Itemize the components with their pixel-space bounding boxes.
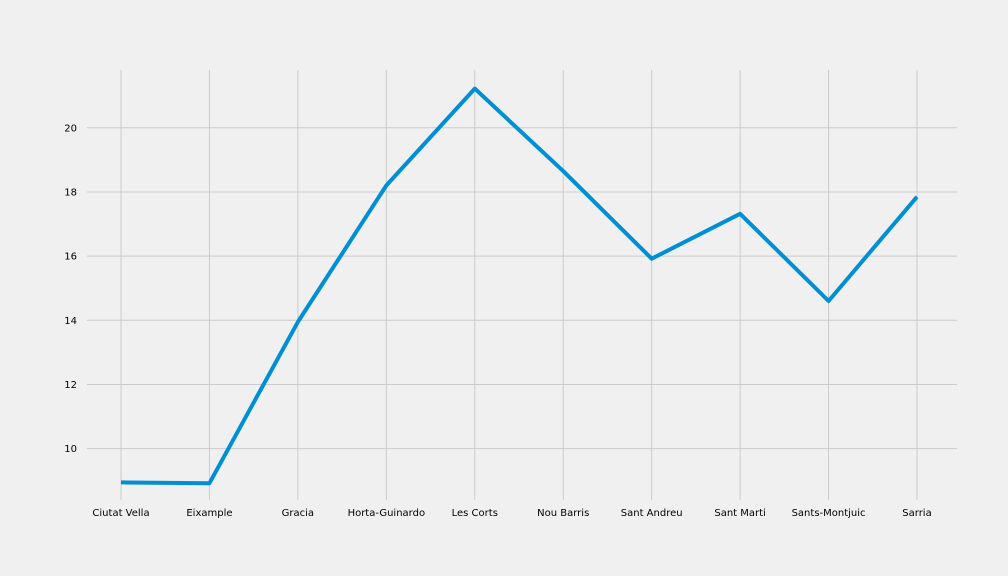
x-tick-label: Sant Marti (714, 508, 765, 519)
series-line (120, 86, 919, 486)
y-tick-label: 14 (64, 316, 77, 327)
y-tick-label: 12 (64, 380, 77, 391)
x-tick-label: Sants-Montjuic (792, 508, 866, 519)
x-tick-label: Ciutat Vella (92, 508, 149, 519)
grid-layer (87, 70, 957, 500)
x-tick-label: Sant Andreu (621, 508, 683, 519)
y-tick-label: 10 (64, 444, 77, 455)
y-tick-label: 18 (64, 187, 77, 198)
x-tick-label: Nou Barris (537, 508, 589, 519)
y-tick-label: 20 (64, 123, 77, 134)
x-tick-label: Sarria (902, 508, 931, 519)
tick-label-layer: Ciutat Vella Eixample Gracia Horta-Guinardo… (64, 123, 931, 519)
x-tick-label: Eixample (186, 508, 232, 519)
x-tick-label: Les Corts (452, 508, 498, 519)
series-layer (120, 86, 919, 486)
x-tick-label: Gracia (282, 508, 314, 519)
y-tick-label: 16 (64, 252, 77, 263)
x-tick-label: Horta-Guinardo (348, 508, 426, 519)
